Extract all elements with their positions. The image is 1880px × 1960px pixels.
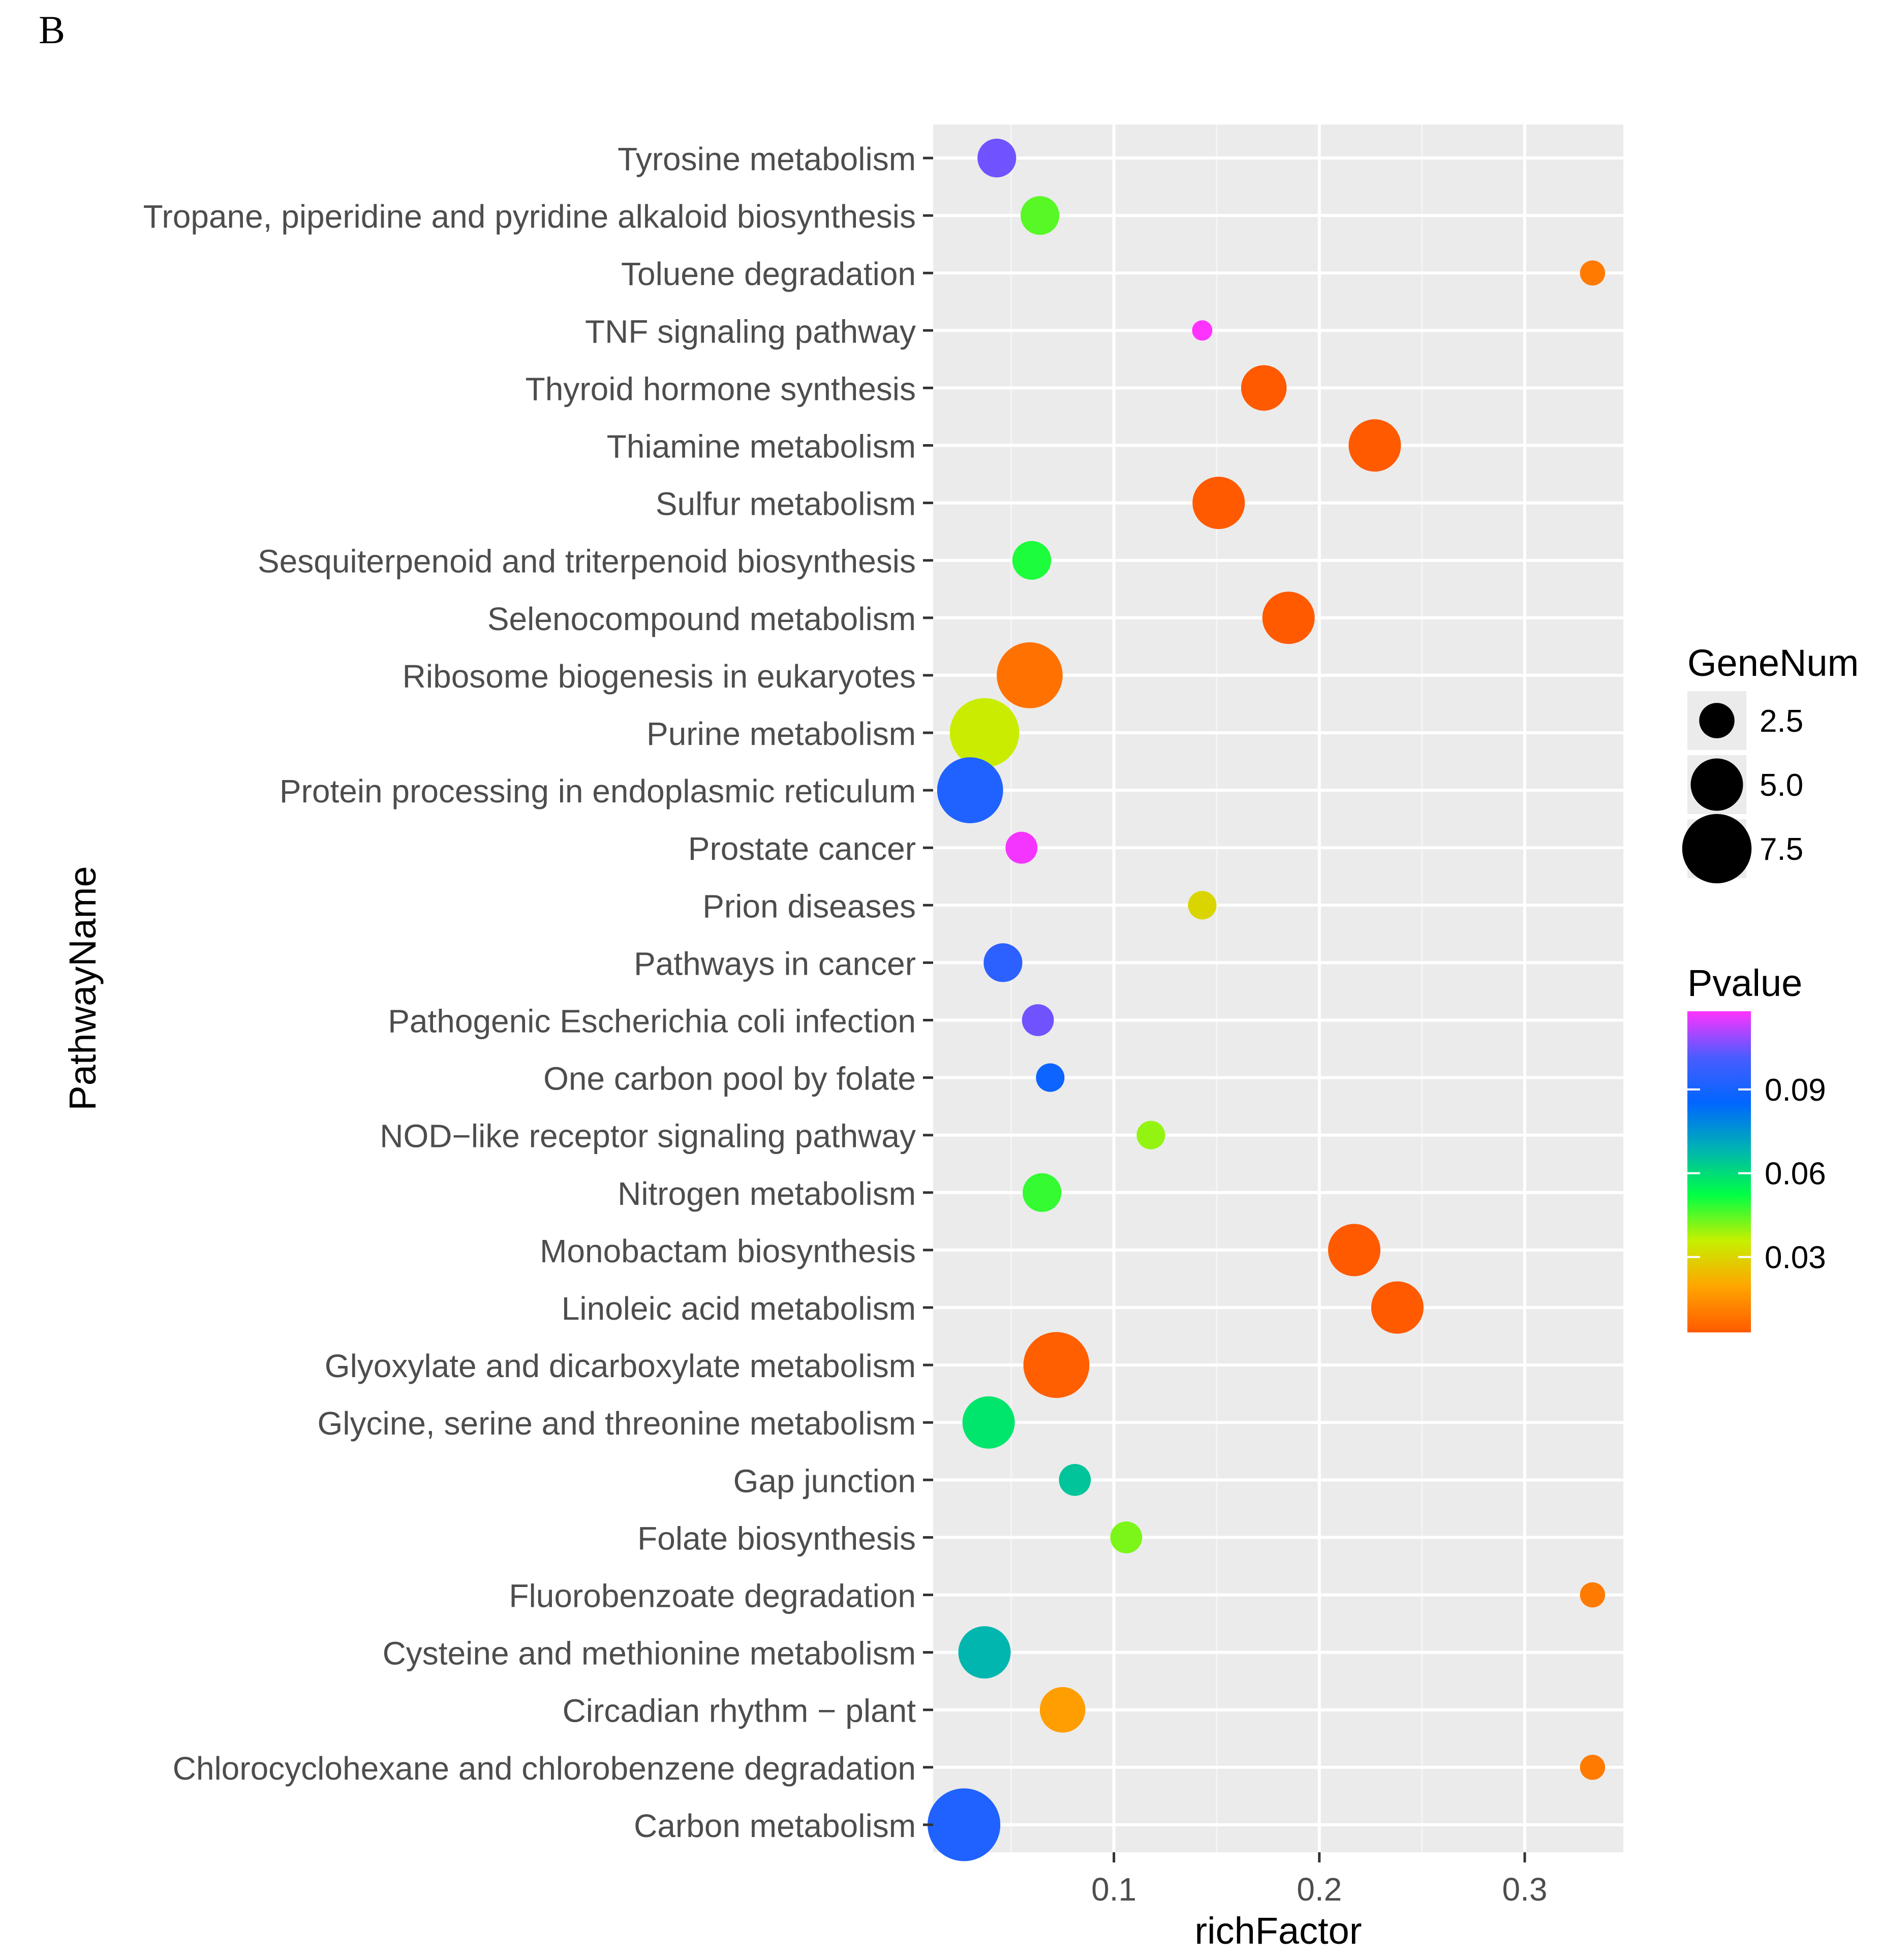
data-point xyxy=(1328,1224,1381,1277)
y-tick-label: Chlorocyclohexane and chlorobenzene degr… xyxy=(173,1750,916,1787)
x-tick-label: 0.2 xyxy=(1297,1871,1342,1908)
data-point xyxy=(1188,891,1217,920)
size-legend-dot xyxy=(1699,703,1735,738)
data-point xyxy=(997,642,1063,708)
y-tick-label: Nitrogen metabolism xyxy=(618,1175,916,1212)
y-tick-label: Cysteine and methionine metabolism xyxy=(383,1635,916,1672)
data-point xyxy=(1192,320,1213,341)
y-tick-label: NOD−like receptor signaling pathway xyxy=(380,1118,916,1155)
y-tick-label: Prostate cancer xyxy=(688,830,916,867)
data-point xyxy=(962,1396,1015,1449)
color-legend: Pvalue 0.09 0.06 0.03 xyxy=(1687,962,1826,1332)
data-point xyxy=(1023,1173,1062,1212)
data-point xyxy=(958,1626,1011,1679)
y-axis: Tyrosine metabolism Tropane, piperidine a… xyxy=(143,141,933,1844)
data-point xyxy=(1262,592,1315,644)
size-legend: GeneNum 2.5 5.0 7.5 xyxy=(1682,642,1859,884)
y-tick-label: Tyrosine metabolism xyxy=(618,141,916,177)
size-legend-label: 7.5 xyxy=(1760,832,1803,867)
y-tick-label: Sesquiterpenoid and triterpenoid biosynt… xyxy=(258,543,916,580)
x-tick-label: 0.1 xyxy=(1091,1871,1136,1908)
minor-grid-lines xyxy=(1010,125,1423,1852)
data-point xyxy=(1023,1332,1090,1398)
size-legend-dot xyxy=(1682,814,1752,884)
y-tick-label: Selenocompound metabolism xyxy=(487,601,916,637)
data-point xyxy=(1371,1281,1424,1334)
y-tick-label: Toluene degradation xyxy=(621,256,916,292)
y-tick-label: Pathways in cancer xyxy=(634,945,916,982)
y-tick-label: Thyroid hormone synthesis xyxy=(526,370,916,407)
y-tick-label: Prion diseases xyxy=(702,888,916,924)
y-tick-label: Sulfur metabolism xyxy=(656,486,916,522)
y-tick-label: Tropane, piperidine and pyridine alkaloi… xyxy=(143,198,916,235)
data-point xyxy=(977,138,1016,178)
data-point xyxy=(937,757,1003,823)
plot-panel xyxy=(933,125,1623,1852)
data-point xyxy=(983,943,1023,982)
y-tick-label: Circadian rhythm − plant xyxy=(563,1693,916,1729)
y-tick-label: Ribosome biogenesis in eukaryotes xyxy=(403,658,916,695)
y-tick-label: One carbon pool by folate xyxy=(543,1061,916,1097)
color-legend-title: Pvalue xyxy=(1687,962,1802,1004)
data-point xyxy=(1241,365,1287,411)
data-point xyxy=(1192,477,1245,530)
y-tick-label: Fluorobenzoate degradation xyxy=(509,1578,916,1614)
size-legend-dot xyxy=(1690,758,1743,811)
data-point xyxy=(1580,260,1606,286)
data-point xyxy=(1059,1464,1091,1496)
y-tick-label: Gap junction xyxy=(733,1463,916,1499)
color-bar xyxy=(1687,1011,1751,1332)
y-tick-label: Purine metabolism xyxy=(646,715,916,752)
y-tick-label: TNF signaling pathway xyxy=(585,313,916,350)
y-tick-label: Glycine, serine and threonine metabolism xyxy=(318,1405,916,1442)
y-tick-label: Thiamine metabolism xyxy=(607,428,916,465)
color-bar-label: 0.03 xyxy=(1765,1240,1826,1275)
data-point xyxy=(1022,1004,1054,1036)
data-point xyxy=(1110,1521,1143,1553)
data-point xyxy=(1136,1121,1165,1149)
data-point xyxy=(1012,541,1052,580)
data-point xyxy=(1348,419,1401,472)
y-axis-title: PathwayName xyxy=(61,866,104,1110)
data-point xyxy=(1036,1063,1065,1092)
data-point xyxy=(1580,1582,1606,1608)
color-bar-label: 0.09 xyxy=(1765,1073,1826,1108)
data-points xyxy=(928,138,1606,1861)
size-legend-label: 5.0 xyxy=(1760,768,1803,803)
size-legend-label: 2.5 xyxy=(1760,704,1803,739)
data-point xyxy=(928,1788,1001,1861)
y-tick-label: Carbon metabolism xyxy=(634,1808,916,1844)
y-tick-label: Protein processing in endoplasmic reticu… xyxy=(280,773,916,810)
data-point xyxy=(949,698,1020,768)
color-bar-label: 0.06 xyxy=(1765,1157,1826,1192)
x-tick-label: 0.3 xyxy=(1502,1871,1548,1908)
y-tick-label: Pathogenic Escherichia coli infection xyxy=(388,1003,916,1040)
y-tick-label: Monobactam biosynthesis xyxy=(540,1233,916,1269)
data-point xyxy=(1580,1755,1606,1780)
x-axis-title: richFactor xyxy=(1195,1910,1362,1952)
y-tick-label: Linoleic acid metabolism xyxy=(562,1290,916,1327)
data-point xyxy=(1005,831,1038,864)
x-axis: 0.1 0.2 0.3 xyxy=(1091,1852,1547,1908)
panel-label: B xyxy=(39,8,65,52)
size-legend-title: GeneNum xyxy=(1687,642,1859,684)
y-tick-label: Folate biosynthesis xyxy=(637,1520,916,1557)
data-point xyxy=(1021,196,1060,235)
data-point xyxy=(1039,1687,1086,1733)
y-tick-label: Glyoxylate and dicarboxylate metabolism xyxy=(325,1348,916,1384)
